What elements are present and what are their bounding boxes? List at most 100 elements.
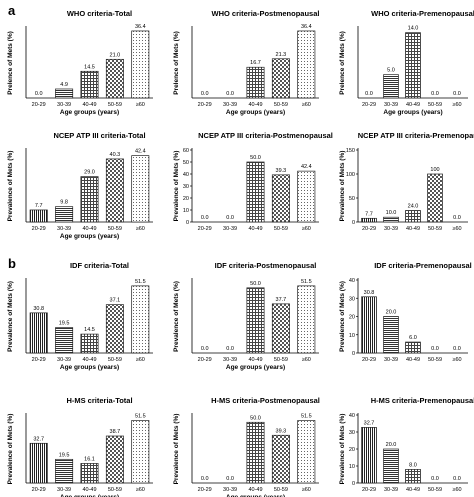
bar-30-39: [55, 458, 74, 484]
bar-40-49: [246, 66, 265, 99]
chart-idf-criteria-postmenopausal: IDF criteria-Postmenopausal Prevalence of…: [173, 261, 319, 371]
data-label: 50.0: [250, 281, 261, 287]
y-tick-label: 20: [349, 315, 355, 321]
data-label: 30.8: [33, 306, 44, 312]
data-label: 21.3: [276, 52, 287, 58]
x-tick-label: 20-29: [198, 226, 212, 232]
x-axis-label: Age groups (years): [226, 364, 285, 371]
chart-title: WHO criteria-Premenopausal: [371, 9, 474, 18]
y-tick-label: 20: [349, 447, 355, 453]
x-tick-label: 40-49: [82, 226, 96, 232]
y-axis-label: Prevalence of Mets (%): [7, 151, 14, 222]
y-axis-label: Prevalence of Mets (%): [7, 414, 14, 485]
x-tick-label: ≥60: [302, 487, 311, 493]
data-label: 0.0: [35, 91, 43, 97]
y-axis-label: Prevalence of Mets (%): [339, 151, 346, 222]
chart-title: IDF criteria-Premenopausal: [374, 261, 472, 270]
bar-40-49: [80, 176, 99, 223]
x-axis-label: Age groups (years): [60, 364, 119, 371]
bar-40-49: [80, 463, 99, 484]
bar-30-39: [383, 74, 399, 99]
x-tick-label: 30-39: [384, 226, 398, 232]
bar-50-59: [105, 158, 124, 223]
chart-idf-criteria-total: IDF criteria-Total Prevalence of Mets (%)…: [7, 261, 153, 371]
x-tick-label: 50-59: [428, 102, 442, 108]
data-label: 0.0: [453, 215, 461, 221]
data-label: 14.0: [408, 26, 419, 32]
chart-title: NCEP ATP III criteria-Total: [53, 131, 145, 140]
chart-idf-criteria-premenopausal: IDF criteria-Premenopausal Prevalence of …: [339, 261, 472, 363]
data-label: 0.0: [226, 476, 234, 482]
bar-50-59: [105, 435, 124, 484]
data-label: 14.5: [84, 327, 95, 333]
y-tick-label: 40: [349, 278, 355, 284]
y-tick-label: 50: [349, 196, 355, 202]
x-axis-label: Age groups (years): [383, 109, 442, 116]
data-label: 42.4: [301, 164, 312, 170]
y-tick-label: 10: [183, 208, 189, 214]
data-label: 0.0: [453, 346, 461, 352]
x-tick-label: ≥60: [302, 357, 311, 363]
x-tick-label: 50-59: [428, 357, 442, 363]
data-label: 0.0: [365, 91, 373, 97]
y-axis-label: Prelence of Mets (%): [339, 31, 346, 95]
bar-50-59: [271, 174, 290, 223]
data-label: 51.5: [301, 279, 312, 285]
chart-title: WHO criteria-Total: [67, 9, 132, 18]
bar-20-29: [361, 427, 377, 484]
y-tick-label: 10: [349, 333, 355, 339]
bar-60: [131, 420, 150, 484]
x-tick-label: 20-29: [198, 102, 212, 108]
bar-60: [297, 170, 316, 223]
data-label: 39.3: [276, 168, 287, 174]
data-label: 16.1: [84, 456, 95, 462]
x-tick-label: 30-39: [223, 226, 237, 232]
data-label: 5.0: [387, 68, 395, 74]
x-tick-label: 50-59: [108, 226, 122, 232]
x-tick-label: 40-49: [82, 102, 96, 108]
data-label: 16.7: [250, 60, 261, 66]
x-tick-label: 30-39: [223, 357, 237, 363]
chart-ncep-atp-iii-criteria-total: NCEP ATP III criteria-Total Prevalence of…: [7, 131, 153, 240]
y-tick-label: 30: [183, 184, 189, 190]
y-tick-label: 40: [349, 413, 355, 419]
x-tick-label: 30-39: [223, 487, 237, 493]
x-tick-label: ≥60: [452, 357, 461, 363]
x-tick-label: 50-59: [274, 226, 288, 232]
x-tick-label: ≥60: [136, 487, 145, 493]
data-label: 51.5: [135, 413, 146, 419]
x-tick-label: 20-29: [362, 487, 376, 493]
panel-label-a: a: [8, 3, 16, 18]
y-tick-label: 100: [346, 172, 355, 178]
x-tick-label: 20-29: [32, 487, 46, 493]
data-label: 0.0: [201, 215, 209, 221]
x-tick-label: 20-29: [32, 357, 46, 363]
y-axis-label: Prevalence of Mets (%): [7, 281, 14, 352]
y-axis-label: Prelence of Mets (%): [173, 31, 180, 95]
y-tick-label: 0: [352, 351, 355, 357]
x-tick-label: 20-29: [362, 102, 376, 108]
x-tick-label: 30-39: [223, 102, 237, 108]
x-tick-label: 40-49: [248, 357, 262, 363]
data-label: 29.0: [84, 170, 95, 176]
x-tick-label: 40-49: [406, 102, 420, 108]
bar-50-59: [427, 173, 443, 223]
chart-title: NCEP ATP III criteria-Premenopausal: [358, 131, 474, 140]
x-tick-label: ≥60: [452, 487, 461, 493]
bar-20-29: [361, 296, 377, 354]
y-tick-label: 150: [346, 148, 355, 154]
data-label: 20.0: [386, 310, 397, 316]
y-tick-label: 0: [186, 220, 189, 226]
bar-40-49: [405, 469, 421, 484]
bar-50-59: [105, 304, 124, 354]
x-tick-label: 40-49: [248, 487, 262, 493]
bar-40-49: [246, 421, 265, 484]
data-label: 32.7: [364, 420, 375, 426]
chart-who-criteria-premenopausal: WHO criteria-Premenopausal Prelence of Me…: [339, 9, 474, 116]
y-axis-label: Prelence of Mets (%): [7, 31, 14, 95]
data-label: 7.7: [35, 203, 43, 209]
bar-40-49: [246, 287, 265, 354]
bar-30-39: [55, 88, 74, 99]
bar-30-39: [55, 327, 74, 354]
